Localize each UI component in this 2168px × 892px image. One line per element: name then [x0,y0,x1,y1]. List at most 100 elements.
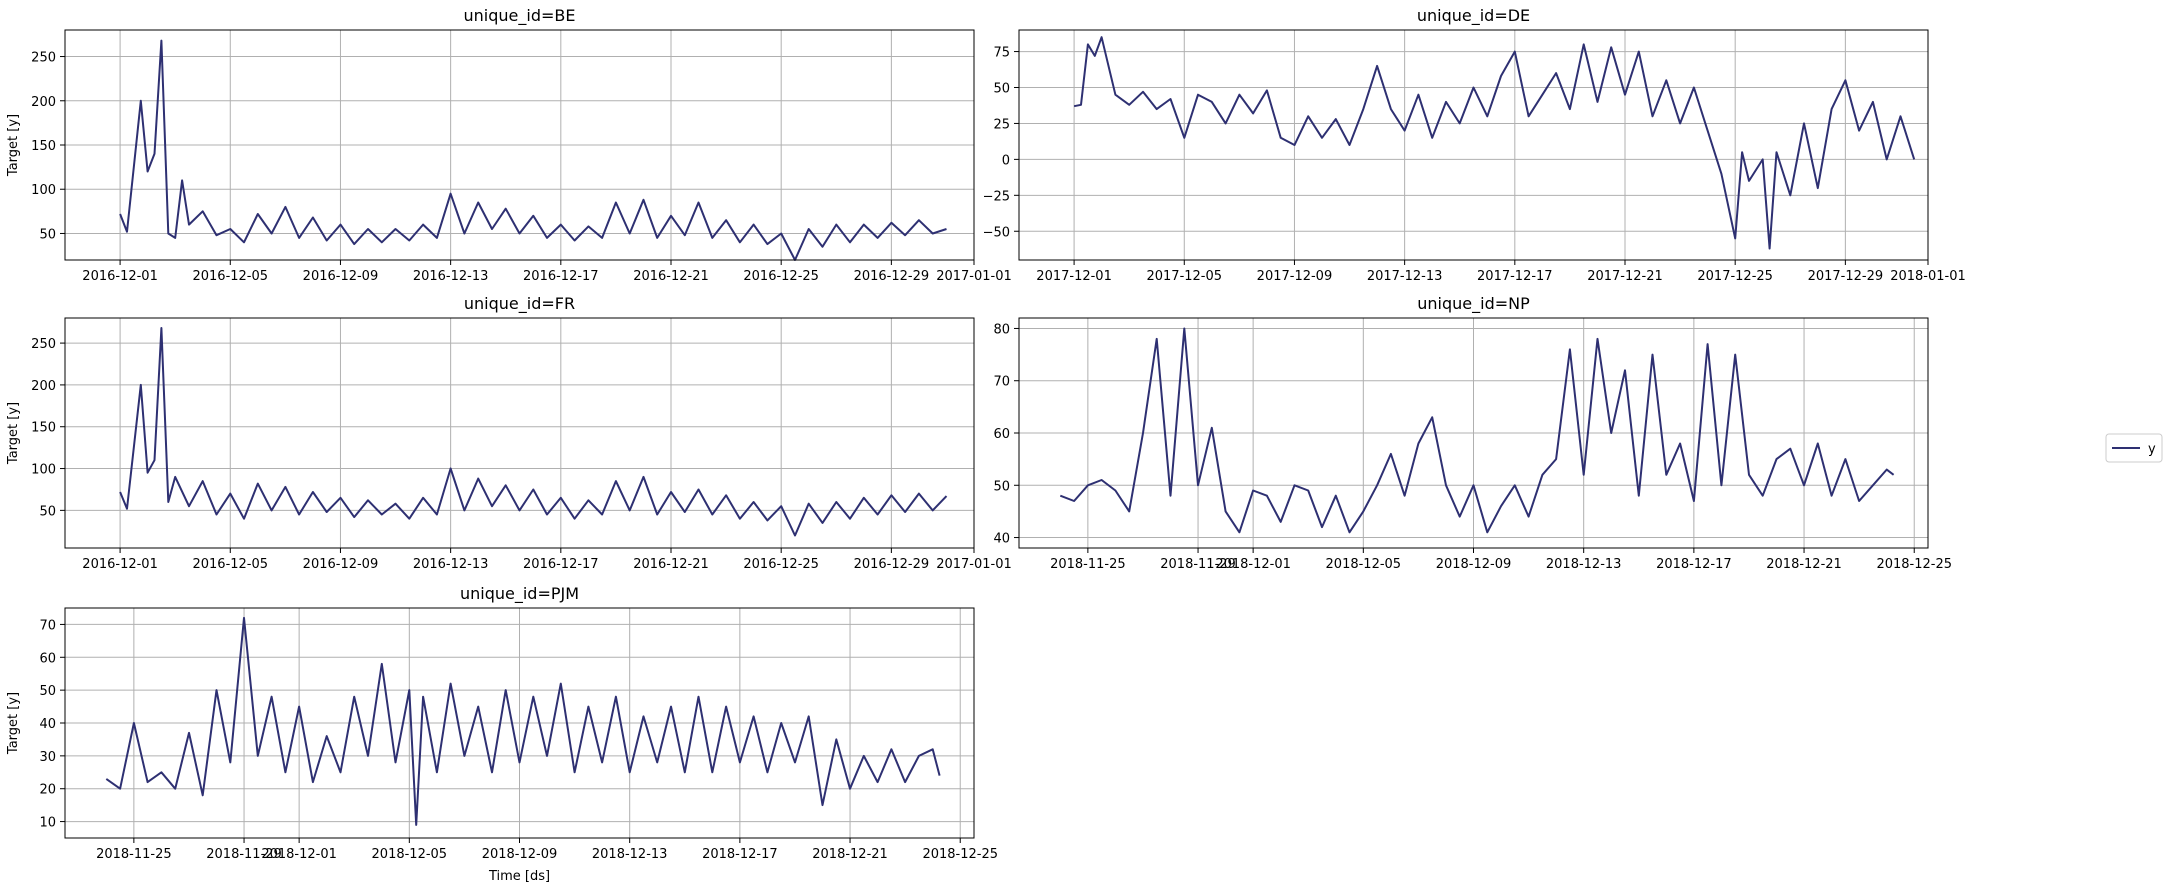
x-tick-label: 2018-12-17 [1656,557,1732,572]
x-tick-label: 2018-12-13 [1546,557,1622,572]
x-tick-label: 2018-12-09 [482,847,558,862]
x-tick-label: 2016-12-13 [413,557,489,572]
x-tick-label: 2017-12-01 [1036,269,1112,284]
y-tick-label: 150 [31,139,56,154]
x-tick-label: 2016-12-21 [633,557,709,572]
subplot-grid: 2016-12-01 2016-12-05 2016-12-09 2016-12-13… [6,6,1966,884]
y-tick-label: 50 [993,82,1010,97]
y-tick-label: 50 [39,504,56,519]
x-tick-label: 2016-12-13 [413,269,489,284]
x-tick-label: 2018-11-29 [1160,557,1236,572]
x-tick-label: 2016-12-05 [192,557,268,572]
y-axis-label: Target [y] [6,402,21,465]
legend-label: y [2148,442,2156,457]
x-tick-label: 2018-12-25 [922,847,998,862]
y-tick-label: 25 [993,117,1010,132]
x-tick-label: 2017-12-17 [1477,269,1553,284]
subplot-title: unique_id=BE [464,6,576,26]
y-tick-label: 75 [993,46,1010,61]
subplot-title: unique_id=PJM [460,584,579,604]
x-tick-label: 2018-12-01 [1215,557,1291,572]
y-tick-label: 250 [31,337,56,352]
series-line-y [105,616,941,826]
x-tick-label: 2016-12-01 [82,269,158,284]
series-line-y [1059,327,1895,534]
y-tick-label: 50 [39,227,56,242]
y-tick-label: −50 [983,225,1010,240]
legend: y [2105,433,2163,463]
x-tick-label: 2018-12-09 [1436,557,1512,572]
subplot-3: 2016-12-01 2016-12-05 2016-12-09 2016-12-13… [6,294,1012,572]
y-tick-label: 200 [31,95,56,110]
y-tick-label: 0 [1002,153,1010,168]
y-tick-label: 80 [993,322,1010,337]
y-tick-label: 150 [31,421,56,436]
x-tick-label: 2016-12-05 [192,269,268,284]
plot-frame [1018,317,1929,549]
x-tick-label: 2016-12-17 [523,269,599,284]
series-line-y [1073,36,1916,250]
y-axis-label: Target [y] [6,692,21,755]
y-tick-label: 30 [39,750,56,765]
subplot-title: unique_id=FR [464,294,575,314]
subplot-title: unique_id=DE [1417,6,1530,26]
y-tick-label: 100 [31,463,56,478]
x-axis-label: Time [ds] [488,869,550,884]
y-tick-label: 50 [993,479,1010,494]
y-tick-label: 10 [39,816,56,831]
y-tick-label: 60 [993,427,1010,442]
x-tick-label: 2018-12-17 [702,847,778,862]
series-line-y [119,39,947,261]
x-tick-label: 2016-12-09 [303,557,379,572]
x-tick-label: 2016-12-29 [854,557,930,572]
x-tick-label: 2017-12-29 [1808,269,1884,284]
x-tick-label: 2016-12-01 [82,557,158,572]
y-tick-label: 40 [993,532,1010,547]
y-tick-label: 70 [993,375,1010,390]
x-tick-label: 2016-12-09 [303,269,379,284]
subplot-title: unique_id=NP [1417,294,1530,314]
plot-frame [64,317,975,549]
x-tick-label: 2017-12-13 [1367,269,1443,284]
subplot-1: 2016-12-01 2016-12-05 2016-12-09 2016-12-13… [6,6,1012,284]
y-tick-label: 100 [31,183,56,198]
plot-frame [64,607,975,839]
series-line-y [119,327,948,537]
y-tick-label: 200 [31,379,56,394]
x-tick-label: 2017-12-09 [1257,269,1333,284]
x-tick-label: 2017-12-21 [1587,269,1663,284]
x-tick-label: 2018-12-21 [812,847,888,862]
x-tick-label: 2018-12-13 [592,847,668,862]
x-tick-label: 2018-12-21 [1766,557,1842,572]
y-tick-label: 60 [39,651,56,666]
y-tick-label: 250 [31,51,56,66]
x-tick-label: 2016-12-25 [743,269,819,284]
plot-frame [1018,29,1929,261]
x-tick-label: 2017-12-25 [1697,269,1773,284]
plot-frame [64,29,975,261]
x-tick-label: 2018-12-25 [1876,557,1952,572]
x-tick-label: 2017-01-01 [936,269,1012,284]
y-tick-label: 20 [39,783,56,798]
y-tick-label: 70 [39,618,56,633]
x-tick-label: 2018-12-05 [372,847,448,862]
x-tick-label: 2018-11-29 [206,847,282,862]
x-tick-label: 2016-12-29 [854,269,930,284]
x-tick-label: 2018-12-05 [1326,557,1402,572]
y-axis-label: Target [y] [6,114,21,177]
x-tick-label: 2017-12-05 [1146,269,1222,284]
y-tick-label: 40 [39,717,56,732]
x-tick-label: 2018-12-01 [261,847,337,862]
x-tick-label: 2016-12-17 [523,557,599,572]
x-tick-label: 2018-11-25 [1050,557,1126,572]
x-tick-label: 2016-12-25 [743,557,819,572]
x-tick-label: 2016-12-21 [633,269,709,284]
y-tick-label: −25 [983,189,1010,204]
x-tick-label: 2017-01-01 [936,557,1012,572]
y-tick-label: 50 [39,684,56,699]
subplot-2: 2017-12-01 2017-12-05 2017-12-09 2017-12-13… [983,6,1966,284]
x-tick-label: 2018-11-25 [96,847,172,862]
